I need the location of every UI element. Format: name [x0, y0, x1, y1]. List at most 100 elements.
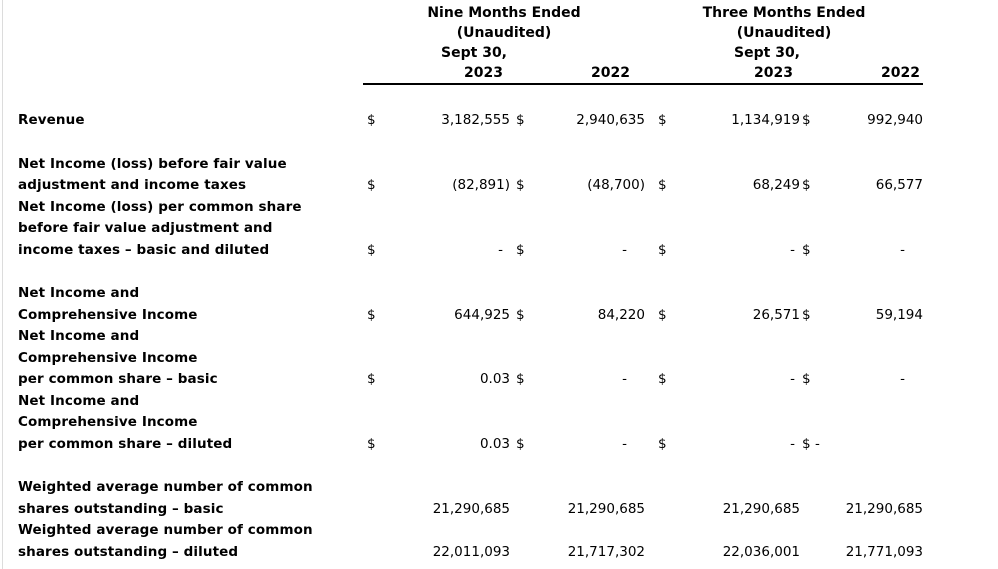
value-cell: - — [498, 241, 503, 258]
col-header-year-2023-three: 2023 — [645, 63, 800, 85]
row-label-line: per common share – diluted — [18, 435, 233, 452]
currency-cell: $ — [367, 435, 376, 452]
value-cell: 1,134,919 — [731, 112, 800, 128]
value-cell: 21,290,685 — [845, 500, 923, 517]
currency-cell: $ — [802, 177, 811, 193]
row-label-line: Weighted average number of common — [18, 522, 313, 538]
row-label-cell: Net Income and Comprehensive Income per … — [18, 326, 363, 391]
header-row-period: Nine Months Ended Three Months Ended — [18, 3, 923, 23]
value-cell: 68,249 — [752, 177, 800, 193]
value-cell: - — [900, 371, 905, 387]
nine-months-date-label: Sept 30, — [441, 45, 507, 61]
currency-cell: $ — [516, 371, 525, 387]
value-cell: 3,182,555 — [441, 112, 510, 128]
value-cell: 0.03 — [479, 435, 510, 452]
currency-cell — [510, 520, 542, 563]
currency-cell: $ — [658, 241, 667, 258]
three-months-title: Three Months Ended — [702, 5, 866, 21]
row-label-line: Comprehensive Income — [18, 306, 198, 323]
value-cell: 21,290,685 — [567, 500, 645, 517]
row-label-line: Weighted average number of common — [18, 479, 313, 495]
value-cell: 992,940 — [867, 112, 923, 128]
value-cell: 22,036,001 — [722, 543, 800, 560]
col-header-year-2023-nine: 2023 — [363, 63, 510, 85]
value-cell: 59,194 — [875, 306, 923, 323]
row-label-line: income taxes – basic and diluted — [18, 241, 270, 258]
currency-cell — [363, 520, 413, 563]
row-label-line: adjustment and income taxes — [18, 177, 247, 193]
nine-months-title: Nine Months Ended — [427, 5, 581, 21]
header-spacer-cell — [510, 43, 645, 63]
currency-cell: $ — [516, 177, 525, 193]
header-spacer-cell — [800, 43, 923, 63]
col-header-year-2022-nine: 2022 — [510, 63, 645, 85]
value-cell: (82,891) — [452, 177, 510, 193]
table-row-wavg-shares-diluted: Weighted average number of common shares… — [18, 520, 923, 563]
currency-cell: $ — [367, 241, 376, 258]
row-label-cell: Weighted average number of common shares… — [18, 455, 363, 520]
currency-cell: $ — [802, 112, 811, 128]
value-cell: - — [622, 435, 627, 452]
row-label-line: Net Income and — [18, 328, 140, 344]
currency-cell: $ — [802, 241, 811, 258]
value-cell: - — [900, 241, 905, 258]
row-label-cell: Weighted average number of common shares… — [18, 520, 363, 563]
header-row-years: 2023 2022 2023 2022 — [18, 63, 923, 85]
value-cell: - — [622, 241, 627, 258]
row-label-line: Net Income (loss) per common share — [18, 198, 302, 215]
three-months-date-label: Sept 30, — [734, 45, 800, 61]
currency-cell — [363, 455, 413, 520]
header-row-unaudited: (Unaudited) (Unaudited) — [18, 23, 923, 43]
currency-cell: $ — [367, 306, 376, 323]
table-row-eps-diluted: Net Income and Comprehensive Income per … — [18, 391, 923, 456]
table-row-comprehensive-income: Net Income and Comprehensive Income $ 64… — [18, 261, 923, 326]
currency-cell: $ — [516, 435, 525, 452]
row-label-line: Revenue — [18, 112, 85, 128]
header-spacer-cell — [18, 43, 363, 63]
table-row-net-income-before-fv: Net Income (loss) before fair value adju… — [18, 132, 923, 197]
table-row-revenue: Revenue $ 3,182,555 $ 2,940,635 $ 1,134,… — [18, 84, 923, 132]
currency-cell — [645, 455, 690, 520]
currency-cell — [510, 455, 542, 520]
value-cell: 644,925 — [454, 306, 510, 323]
row-label-line: shares outstanding – diluted — [18, 543, 239, 560]
nine-months-unaudited: (Unaudited) — [456, 25, 552, 41]
currency-cell: $ — [516, 241, 525, 258]
currency-cell: $ — [367, 371, 376, 387]
value-cell: - — [815, 435, 820, 452]
financial-statements-table: Nine Months Ended Three Months Ended (Un… — [18, 3, 923, 563]
value-cell: - — [790, 241, 795, 258]
currency-cell: $ — [658, 177, 667, 193]
value-cell: 22,011,093 — [432, 543, 510, 560]
row-label-cell: Revenue — [18, 84, 363, 132]
value-cell: 0.03 — [479, 371, 510, 387]
value-cell: 66,577 — [875, 177, 923, 193]
row-label-line: Net Income and — [18, 392, 140, 409]
currency-cell: $ — [802, 306, 811, 323]
value-cell: 21,771,093 — [845, 543, 923, 560]
col-header-year-2022-three: 2022 — [800, 63, 923, 85]
header-row-date: Sept 30, Sept 30, — [18, 43, 923, 63]
row-label-line: Comprehensive Income — [18, 414, 198, 430]
row-label-line: Net Income (loss) before fair value — [18, 155, 287, 172]
currency-cell — [645, 520, 690, 563]
value-cell: 21,290,685 — [432, 500, 510, 517]
row-label-cell: Net Income and Comprehensive Income — [18, 261, 363, 326]
row-label-cell: Net Income and Comprehensive Income per … — [18, 391, 363, 456]
value-cell: - — [622, 371, 627, 387]
currency-cell: $ — [658, 371, 667, 387]
header-spacer-cell — [18, 23, 363, 43]
row-label-line: per common share – basic — [18, 371, 218, 387]
value-cell: - — [790, 371, 795, 387]
table-row-eps-basic: Net Income and Comprehensive Income per … — [18, 326, 923, 391]
currency-cell: $ — [516, 306, 525, 323]
currency-cell: $ — [658, 306, 667, 323]
value-cell: - — [790, 435, 795, 452]
currency-cell — [800, 455, 812, 520]
financial-statement: Nine Months Ended Three Months Ended (Un… — [0, 3, 998, 563]
currency-cell: $ — [516, 112, 525, 128]
three-months-unaudited: (Unaudited) — [736, 25, 832, 41]
currency-cell: $ — [367, 112, 376, 128]
currency-cell: $ — [658, 435, 667, 452]
value-cell: 26,571 — [752, 306, 800, 323]
